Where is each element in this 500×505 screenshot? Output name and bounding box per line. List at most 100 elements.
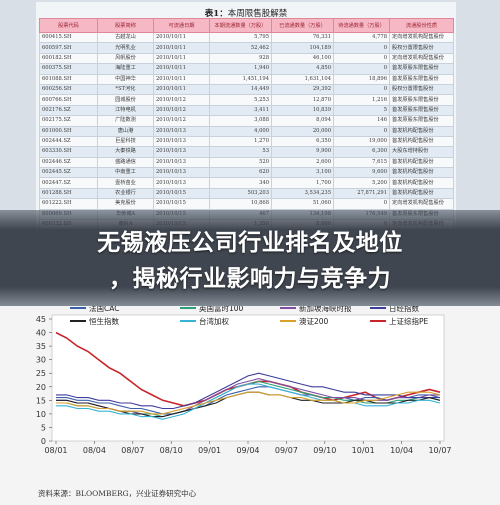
table-cell: 2010/10/13 <box>153 146 210 158</box>
table-cell: 4,778 <box>333 31 390 44</box>
table-title-text: 本周限售股解禁 <box>227 9 288 19</box>
table-cell: 古越龙山 <box>97 31 154 44</box>
y-tick-label: 25 <box>36 369 46 378</box>
legend-label: 新加坡海峡时报 <box>299 306 352 313</box>
table-cell: 600415.SH <box>39 31 98 44</box>
table-cell: 002446.SZ <box>39 156 98 169</box>
pe-chart: 0 5 10 15 20 25 30 35 40 45 08/01 08/04 08/07 08/10 09… <box>0 306 500 505</box>
table-cell: 600597.SH <box>39 42 98 54</box>
table-cell: 大股东增持股份 <box>389 146 454 158</box>
table-cell: 0 <box>333 198 390 210</box>
table-cell: 2010/10/13 <box>153 135 210 148</box>
table-header-cell: 已流通数量（万股） <box>271 18 334 33</box>
table-cell: 风帆股份 <box>97 52 154 65</box>
table-cell: 3,534,235 <box>271 187 334 200</box>
table-cell: 海陆重工 <box>97 63 154 75</box>
table-cell: 5 <box>333 104 390 117</box>
table-title: 表1：本周限售股解禁 <box>36 7 456 19</box>
y-tick-label: 5 <box>41 423 46 432</box>
table-row: 002447.SZ 壹桥苗业 2010/10/13 340 1,700 5,200 首发机构… <box>39 177 454 189</box>
table-row: 002444.SZ 巨星科技 2010/10/13 1,270 6,350 19,000 首… <box>39 135 454 148</box>
x-tick-label: 10/07 <box>428 446 451 455</box>
table-cell: 002175.SZ <box>39 115 98 127</box>
legend-label: 英国富时100 <box>199 306 244 313</box>
table-cell: 壹桥苗业 <box>97 177 154 189</box>
table-cell: 大秦铁路 <box>97 146 154 158</box>
table-cell: 002445.SZ <box>39 167 98 179</box>
legend-label: 上证综指PE <box>389 316 429 326</box>
table-cell: 2010/10/11 <box>153 52 210 65</box>
table-header-cell: 股票简称 <box>97 18 154 33</box>
table-cell: 0 <box>333 125 390 137</box>
table-cell: 620 <box>209 167 272 179</box>
table-cell: 29,392 <box>271 83 334 96</box>
legend-label: 台湾加权 <box>199 316 229 326</box>
series-line <box>56 386 441 415</box>
table-header-cell: 待流通数量（万股） <box>333 18 390 33</box>
x-tick-label: 09/10 <box>313 446 336 455</box>
table-row: 600766.SH 园城股份 2010/10/12 5,253 12,870 1,216 首… <box>39 94 454 106</box>
table-cell: 002447.SZ <box>39 177 98 189</box>
table-cell: 1,940 <box>209 63 272 75</box>
table-cell: 601222.SH <box>39 198 98 210</box>
table-cell: 2010/10/11 <box>153 63 210 75</box>
y-tick-label: 45 <box>36 315 46 324</box>
table-cell: 首发机构配售股份 <box>389 177 454 189</box>
table-cell: 盛路通信 <box>97 156 154 169</box>
table-cell: 9,900 <box>271 146 334 158</box>
table-cell: 首发机构配售股份 <box>389 135 454 148</box>
table-cell: 46,100 <box>271 52 334 65</box>
table-header-cell: 流通股份性质 <box>389 18 454 33</box>
table-body: 600415.SH 古越龙山 2010/10/11 5,795 76,331 4,778 定… <box>39 31 454 230</box>
table-cell: 中南重工 <box>97 167 154 179</box>
x-tick-label: 09/04 <box>236 446 259 455</box>
table-cell: 2010/10/15 <box>153 198 210 210</box>
table-title-prefix: 表1： <box>204 9 228 19</box>
table-cell: 601000.SH <box>39 125 98 137</box>
table-cell: 27,871,291 <box>333 187 390 200</box>
table-cell: 首发原股东限售股份 <box>389 115 454 127</box>
table-cell: 光明乳业 <box>97 42 154 54</box>
source-note: 资料来源：BLOOMBERG，兴业证券研究中心 <box>38 489 197 498</box>
series-line <box>56 372 440 410</box>
table-cell: 7,615 <box>333 156 390 169</box>
series-line <box>56 383 441 420</box>
legend-label: 法国CAC <box>89 306 119 313</box>
y-tick-label: 0 <box>41 437 46 446</box>
table-cell: 2010/10/11 <box>153 83 210 96</box>
table-cell: 2010/10/12 <box>153 94 210 106</box>
table-cell: 0 <box>333 63 390 75</box>
table-cell: 12,870 <box>271 94 334 106</box>
table-cell: 1,451,194 <box>209 73 272 85</box>
table-cell: 首发原股东限售股份 <box>389 94 454 106</box>
table-cell: 2010/10/11 <box>153 42 210 54</box>
table-cell: 5,253 <box>209 94 272 106</box>
table-cell: 2010/10/11 <box>153 73 210 85</box>
unlock-table: 股票代码 股票简称 可流通日期 本期流通数量（万股） 已流通数量（万股） 待流通数量（万股… <box>39 18 454 230</box>
table-cell: 600182.SH <box>39 52 98 65</box>
table-row: 603330.SH 大秦铁路 2010/10/13 53 9,900 6,300 大股东增持… <box>39 146 454 158</box>
table-cell: 定向增发机构配售股份 <box>389 52 454 65</box>
table-cell: 3,100 <box>271 167 334 179</box>
table-row: 600597.SH 光明乳业 2010/10/11 52,462 104,189 0 股权分… <box>39 42 454 54</box>
table-cell: 51,060 <box>271 198 334 210</box>
table-cell: 首发原股东限售股份 <box>389 63 454 75</box>
table-row: 002445.SZ 中南重工 2010/10/13 620 3,100 9,600 首发机构… <box>39 167 454 179</box>
table-row: 601088.SH 中国神华 2010/10/11 1,451,194 1,631,10… <box>39 73 454 85</box>
banner-line-2: ，揭秘行业影响力与竞争力 <box>109 266 391 292</box>
table-cell: 2010/10/13 <box>153 177 210 189</box>
table-row: 600415.SH 古越龙山 2010/10/11 5,795 76,331 4,778 定… <box>39 31 454 44</box>
table-row: 601288.SH 农业银行 2010/10/15 503,203 3,534,235 2… <box>39 187 454 200</box>
plot-area <box>51 314 445 442</box>
table-cell: 2010/10/13 <box>153 156 210 169</box>
table-row: 600256.SH *ST河化 2010/10/11 14,449 29,392 0 股权分… <box>39 83 454 96</box>
table-cell: 3,088 <box>209 115 272 127</box>
table-cell: 股权分置限售股份 <box>389 42 454 54</box>
table-cell: 定向增发机构配售股份 <box>389 198 454 210</box>
table-cell: 首发机构配售股份 <box>389 187 454 200</box>
table-cell: 104,189 <box>271 42 334 54</box>
table-cell: 503,203 <box>209 187 272 200</box>
table-section: 表1：本周限售股解禁 股票代码 股票简称 可流通日期 本期流通数量（万股） 已流通数量（… <box>0 0 500 230</box>
pe-line-chart: 0 5 10 15 20 25 30 35 40 45 08/01 08/04 08/07 08/10 09… <box>36 306 452 455</box>
table-cell: 巨星科技 <box>97 135 154 148</box>
